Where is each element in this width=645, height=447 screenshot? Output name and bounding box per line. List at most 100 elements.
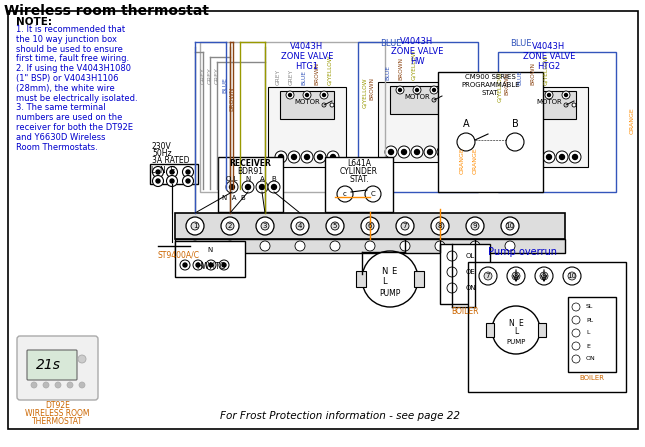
Text: STAT.: STAT. [482,90,499,96]
Text: 3. The same terminal: 3. The same terminal [16,103,106,112]
Circle shape [572,355,580,363]
Circle shape [506,222,514,230]
Text: L: L [514,328,518,337]
Bar [538,323,546,337]
Circle shape [400,241,410,251]
Circle shape [401,222,409,230]
Circle shape [183,263,187,267]
Text: 2: 2 [228,223,232,229]
Text: L: L [586,330,590,336]
Circle shape [471,222,479,230]
Text: THERMOSTAT: THERMOSTAT [32,417,83,426]
Circle shape [166,166,177,177]
Circle shape [259,185,264,190]
Circle shape [31,382,37,388]
Circle shape [279,155,284,160]
Text: first time, fault free wiring.: first time, fault free wiring. [16,55,129,63]
Text: GREY: GREY [208,67,212,84]
Text: ON: ON [586,357,596,362]
Circle shape [361,217,379,235]
Text: RECEIVER: RECEIVER [230,159,272,168]
Circle shape [437,146,449,158]
FancyBboxPatch shape [27,350,77,380]
Text: Wireless room thermostat: Wireless room thermostat [4,4,209,18]
Circle shape [55,382,61,388]
Circle shape [398,146,410,158]
Circle shape [396,86,404,94]
Text: MOTOR: MOTOR [294,99,320,105]
Text: and Y6630D Wireless: and Y6630D Wireless [16,133,106,142]
Circle shape [67,382,73,388]
Circle shape [492,306,540,354]
Text: CM900 SERIES: CM900 SERIES [465,74,516,80]
Circle shape [230,185,235,190]
Bar [175,239,565,253]
Text: BDR91: BDR91 [237,167,264,176]
Circle shape [388,149,393,155]
Circle shape [186,170,190,174]
Bar [414,271,424,287]
Text: BOILER: BOILER [579,375,604,381]
Text: A: A [462,119,470,129]
Circle shape [546,155,551,160]
Text: HW: HW [410,57,424,66]
Circle shape [256,217,274,235]
Bar [175,241,245,277]
Circle shape [43,382,49,388]
Text: 10: 10 [568,273,577,279]
Text: BLUE: BLUE [301,70,306,85]
Circle shape [288,93,292,97]
Circle shape [572,342,580,350]
Circle shape [296,222,304,230]
Circle shape [317,155,322,160]
Circle shape [556,151,568,163]
Text: A: A [260,176,264,182]
Circle shape [166,176,177,186]
Circle shape [156,179,160,183]
Text: c: c [343,191,347,197]
Circle shape [268,181,280,193]
Circle shape [411,146,423,158]
Circle shape [521,155,526,160]
Text: BLUE: BLUE [517,70,522,85]
Text: PUMP: PUMP [506,339,526,345]
Circle shape [517,151,529,163]
Circle shape [435,241,445,251]
Circle shape [186,217,204,235]
Text: E: E [519,319,523,328]
Circle shape [424,146,436,158]
Circle shape [568,272,576,280]
Circle shape [441,149,446,155]
Circle shape [291,217,309,235]
Circle shape [170,170,174,174]
Text: E: E [586,343,590,349]
Circle shape [366,222,374,230]
Text: WIRELESS ROOM: WIRELESS ROOM [25,409,90,418]
Circle shape [559,155,564,160]
Circle shape [304,155,310,160]
Text: HWHTG: HWHTG [196,262,226,271]
Text: 5: 5 [333,223,337,229]
Text: ON: ON [466,285,477,291]
Text: 4: 4 [298,223,303,229]
Circle shape [246,185,250,190]
Text: BROWN: BROWN [370,77,375,100]
Circle shape [506,133,524,151]
Circle shape [479,267,497,285]
Text: 9: 9 [542,273,546,279]
Circle shape [365,241,375,251]
Text: SL: SL [586,304,593,309]
Text: 50Hz: 50Hz [152,149,172,158]
Circle shape [512,272,520,280]
Text: the 10 way junction box: the 10 way junction box [16,35,117,44]
Text: NOTE:: NOTE: [16,17,52,27]
Text: BROWN: BROWN [530,62,535,85]
Circle shape [447,283,457,293]
Text: OL: OL [466,253,475,259]
Text: GREY: GREY [288,69,293,85]
Text: B: B [272,176,276,182]
Text: For Frost Protection information - see page 22: For Frost Protection information - see p… [220,411,460,421]
Circle shape [314,151,326,163]
Text: GREY: GREY [201,67,206,84]
Text: G/YELLOW: G/YELLOW [544,55,548,85]
